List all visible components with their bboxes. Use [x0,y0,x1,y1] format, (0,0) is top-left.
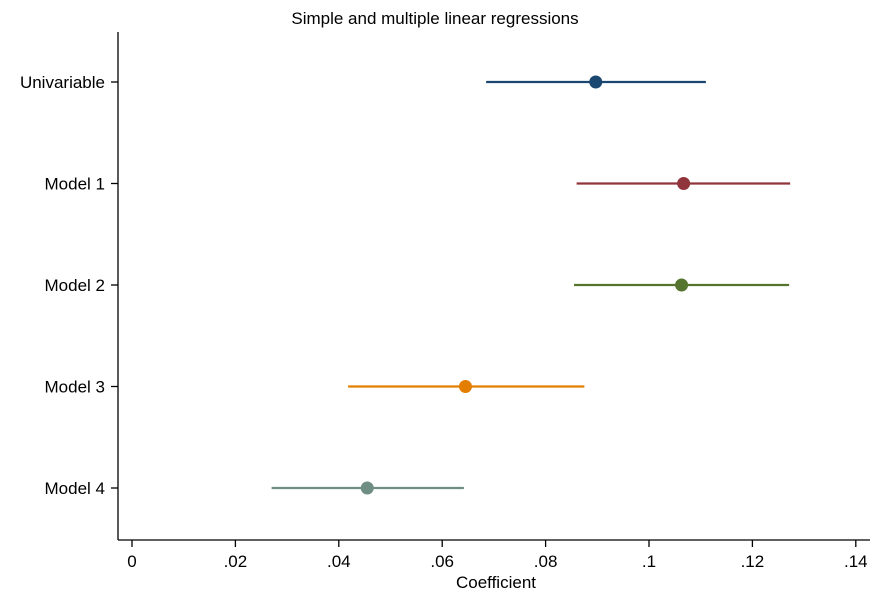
point-estimate [360,481,374,495]
y-tick-label: Model 1 [45,175,105,194]
coefficient-marks [271,75,791,495]
x-tick-label: .1 [642,552,656,571]
point-estimate [675,278,689,292]
y-tick-label: Model 2 [45,276,105,295]
y-tick-label: Univariable [20,73,105,92]
x-tick-label: .02 [224,552,248,571]
point-estimate [677,177,691,190]
x-tick-label: .14 [844,552,868,571]
y-categories: Univariable Model 1 Model 2 Model 3 Model 4 [20,73,118,498]
x-axis-title: Coefficient [456,573,536,592]
y-tick-label: Model 3 [45,378,105,397]
x-ticks: 0 .02 .04 .06 .08 .1 .12 .14 [127,540,868,571]
y-tick-label: Model 4 [45,479,105,498]
chart-title: Simple and multiple linear regressions [291,9,578,28]
x-tick-label: .12 [741,552,765,571]
point-estimate [589,75,603,89]
x-tick-label: .08 [534,552,558,571]
x-tick-label: .04 [327,552,351,571]
point-estimate [458,380,472,393]
x-tick-label: 0 [127,552,136,571]
x-tick-label: .06 [430,552,454,571]
